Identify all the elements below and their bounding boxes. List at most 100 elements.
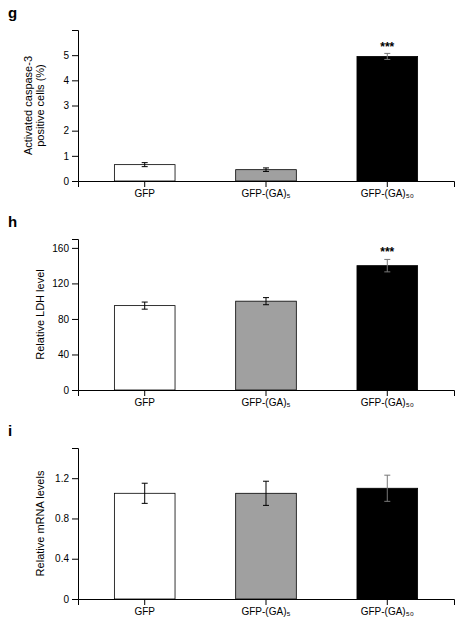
y-tick-label: 4 bbox=[63, 75, 69, 86]
y-tick-label: 1.2 bbox=[55, 473, 69, 484]
x-tick-label: GFP-(GA)₅ bbox=[241, 606, 290, 617]
y-axis: 0 40 80 120 160 bbox=[52, 240, 78, 396]
panel-label: h bbox=[8, 213, 17, 230]
error-bar bbox=[142, 302, 148, 309]
x-tick-mark bbox=[266, 181, 267, 187]
y-tick-mark bbox=[72, 80, 78, 81]
x-axis-line bbox=[79, 391, 455, 397]
y-tick: 120 bbox=[52, 278, 78, 289]
y-tick-label: 160 bbox=[52, 243, 69, 254]
x-tick-label: GFP-(GA)₅₀ bbox=[361, 188, 414, 199]
y-tick-mark bbox=[72, 478, 78, 479]
x-tick-label: GFP bbox=[134, 397, 155, 408]
y-tick-mark bbox=[72, 55, 78, 56]
bar bbox=[236, 301, 297, 390]
bar bbox=[114, 493, 175, 599]
y-tick-label: 0 bbox=[63, 385, 69, 396]
y-tick-mark bbox=[72, 518, 78, 519]
y-axis-title-line: Activated caspase-3 bbox=[22, 56, 34, 155]
error-bar bbox=[142, 483, 148, 503]
y-tick-label: 80 bbox=[58, 314, 70, 325]
y-tick-label: 0 bbox=[63, 594, 69, 605]
x-axis: GFP GFP-(GA)₅ GFP-(GA)₅₀ bbox=[79, 390, 455, 408]
y-tick-label: 2 bbox=[63, 125, 69, 136]
y-tick-label: 0.8 bbox=[55, 513, 69, 524]
x-tick-mark bbox=[144, 181, 145, 187]
y-tick-mark bbox=[72, 390, 78, 391]
plot-area bbox=[114, 53, 417, 181]
panel: 0 0.4 0.8 1.2 GFP GFP-(GA)₅ GFP-(GA)₅₀ Relative… bbox=[8, 422, 455, 617]
y-tick: 0 bbox=[63, 176, 78, 187]
x-tick: GFP-(GA)₅₀ bbox=[361, 390, 414, 408]
y-axis-line bbox=[72, 31, 79, 182]
y-tick-mark bbox=[72, 354, 78, 355]
annotation: *** bbox=[380, 245, 394, 259]
x-tick: GFP-(GA)₅ bbox=[241, 181, 290, 199]
y-axis-title: Activated caspase-3positive cells (%) bbox=[22, 56, 46, 155]
y-tick-mark bbox=[72, 248, 78, 249]
x-tick-label: GFP-(GA)₅ bbox=[241, 397, 290, 408]
x-axis-line bbox=[79, 182, 455, 188]
y-tick-mark bbox=[72, 156, 78, 157]
y-axis-title: Relative mRNA levels bbox=[34, 470, 46, 576]
bar bbox=[357, 488, 418, 599]
y-tick: 80 bbox=[58, 314, 78, 325]
y-tick-mark bbox=[72, 181, 78, 182]
x-tick-mark bbox=[266, 390, 267, 396]
y-tick: 0.4 bbox=[55, 553, 78, 564]
y-tick-mark bbox=[72, 131, 78, 132]
x-tick-mark bbox=[387, 181, 388, 187]
x-tick-mark bbox=[387, 599, 388, 605]
x-tick-mark bbox=[387, 390, 388, 396]
annotation: *** bbox=[380, 40, 394, 54]
x-tick-label: GFP bbox=[134, 606, 155, 617]
y-tick: 3 bbox=[63, 100, 78, 111]
y-tick: 4 bbox=[63, 75, 78, 86]
x-tick: GFP-(GA)₅ bbox=[241, 390, 290, 408]
x-tick-mark bbox=[144, 599, 145, 605]
panel: 0 1 2 3 4 5 GFP GFP-(GA)₅ GFP-(GA)₅₀ *** Activated… bbox=[8, 4, 455, 199]
y-axis: 0 1 2 3 4 5 bbox=[63, 31, 78, 187]
y-tick: 1 bbox=[63, 151, 78, 162]
y-tick-label: 40 bbox=[58, 349, 70, 360]
y-axis-line bbox=[72, 449, 79, 600]
panel: 04080120160GFPGFP-(GA)₅GFP-(GA)₅₀***Rela… bbox=[8, 213, 455, 408]
y-tick-mark bbox=[72, 599, 78, 600]
y-axis-title-line: Relative mRNA levels bbox=[34, 470, 46, 576]
panel-label: i bbox=[8, 422, 12, 439]
y-tick: 0 bbox=[63, 385, 78, 396]
x-tick-label: GFP bbox=[134, 188, 155, 199]
y-tick: 2 bbox=[63, 125, 78, 136]
x-tick-label: GFP-(GA)₅₀ bbox=[361, 397, 414, 408]
x-tick: GFP bbox=[134, 390, 155, 408]
x-axis-line bbox=[79, 600, 455, 606]
x-tick: GFP bbox=[134, 599, 155, 617]
y-tick-label: 1 bbox=[63, 151, 69, 162]
y-tick-label: 0 bbox=[63, 176, 69, 187]
bar bbox=[357, 266, 418, 390]
y-tick-label: 5 bbox=[63, 50, 69, 61]
error-bar bbox=[384, 259, 390, 271]
error-bar bbox=[263, 168, 269, 172]
x-tick-mark bbox=[266, 599, 267, 605]
bar bbox=[236, 493, 297, 599]
x-tick-label: GFP-(GA)₅ bbox=[241, 188, 290, 199]
plot-area bbox=[114, 475, 417, 599]
error-bar bbox=[263, 298, 269, 305]
y-tick: 1.2 bbox=[55, 473, 78, 484]
x-tick: GFP-(GA)₅ bbox=[241, 599, 290, 617]
y-tick-mark bbox=[72, 319, 78, 320]
error-bar bbox=[384, 475, 390, 501]
y-tick: 160 bbox=[52, 243, 78, 254]
y-axis: 0 0.4 0.8 1.2 bbox=[55, 449, 78, 605]
y-tick-mark bbox=[72, 283, 78, 284]
x-tick: GFP-(GA)₅₀ bbox=[361, 599, 414, 617]
plot-area bbox=[114, 259, 417, 390]
x-tick-label: GFP-(GA)₅₀ bbox=[361, 606, 414, 617]
x-tick: GFP-(GA)₅₀ bbox=[361, 181, 414, 199]
x-axis: GFP GFP-(GA)₅ GFP-(GA)₅₀ bbox=[79, 181, 455, 199]
y-tick-mark bbox=[72, 106, 78, 107]
y-tick-mark bbox=[72, 559, 78, 560]
y-tick: 0 bbox=[63, 594, 78, 605]
y-tick: 0.8 bbox=[55, 513, 78, 524]
